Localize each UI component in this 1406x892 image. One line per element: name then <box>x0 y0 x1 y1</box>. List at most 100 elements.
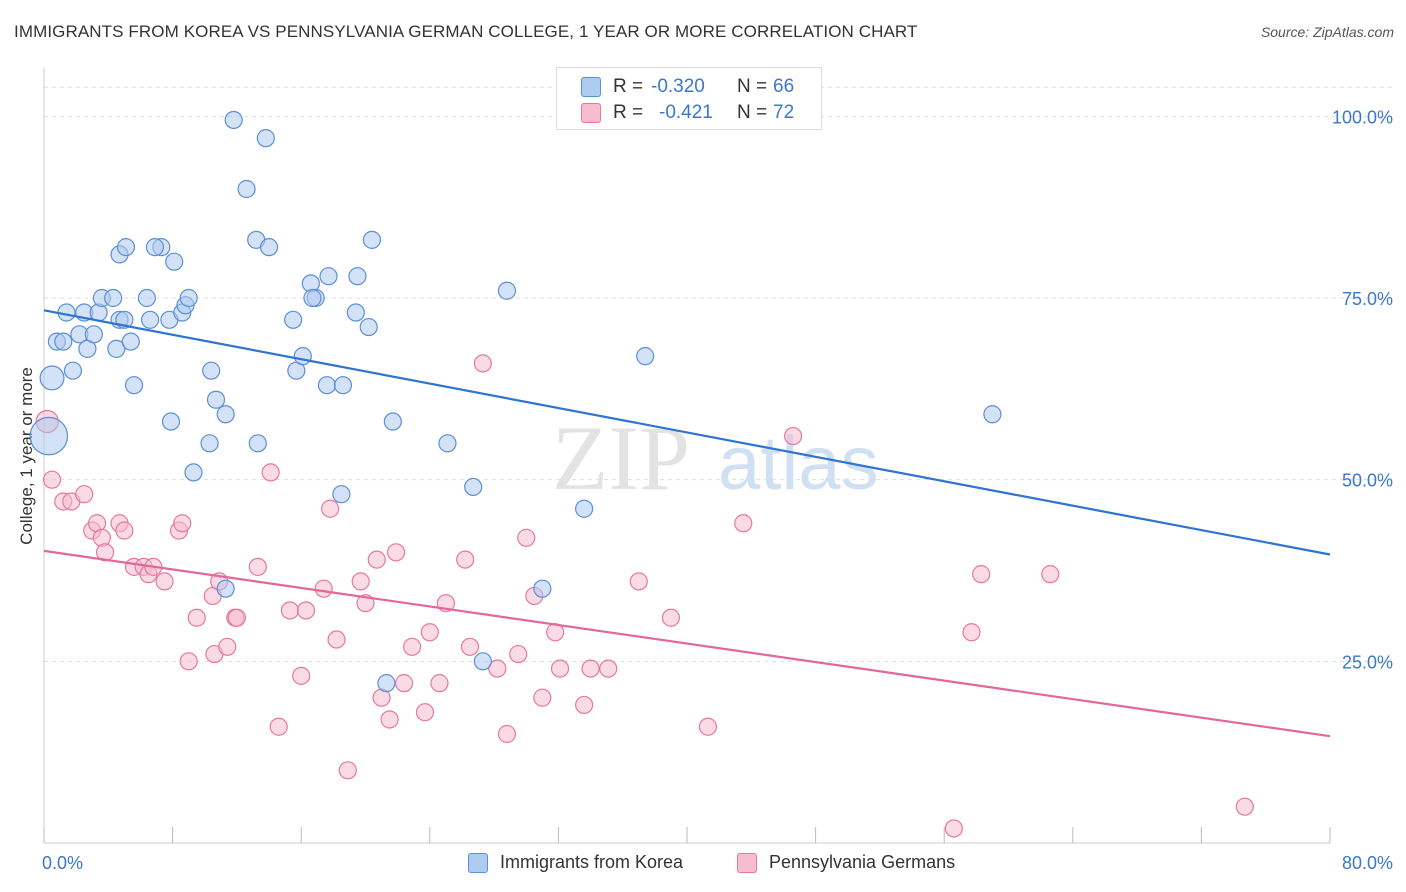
pa-german-point <box>783 426 803 446</box>
korea-point <box>179 288 198 308</box>
legend-n-value: 66 <box>773 76 795 97</box>
korea-point <box>54 332 73 351</box>
korea-point <box>348 267 367 286</box>
korea-point <box>248 434 267 453</box>
pa-german-point <box>517 528 536 547</box>
korea-point <box>256 129 275 148</box>
legend-swatch-pink <box>581 103 601 123</box>
tick-labels: 25.0% 50.0% 75.0% 100.0% 0.0% 80.0% <box>42 107 1393 873</box>
korea-point <box>497 281 517 300</box>
korea-point <box>438 434 457 453</box>
korea-point <box>184 463 203 482</box>
pa-german-point <box>280 601 300 620</box>
korea-point <box>383 412 402 431</box>
pa-german-point <box>575 695 594 715</box>
korea-point <box>224 110 243 130</box>
legend-r-label: R = <box>613 102 644 123</box>
korea-point <box>124 376 144 395</box>
pa-german-point <box>420 623 439 642</box>
korea-point <box>533 579 552 598</box>
legend-r-value: -0.421 <box>659 102 713 123</box>
source-note: Source: ZipAtlas.com <box>1260 24 1394 40</box>
korea-point <box>200 434 219 453</box>
pa-german-point <box>115 521 134 540</box>
pa-german-point <box>430 674 449 693</box>
x-tick-label: 80.0% <box>1342 853 1393 873</box>
pa-german-point <box>944 819 963 838</box>
pa-german-point <box>314 579 333 598</box>
pa-german-point <box>187 608 206 627</box>
pa-german-point <box>351 572 370 591</box>
bottom-legend-label: Immigrants from Korea <box>500 852 684 872</box>
legend-swatch-blue <box>581 77 601 97</box>
pa-german-point <box>75 485 94 504</box>
korea-point <box>473 652 492 671</box>
korea-point <box>284 310 303 329</box>
pa-german-point <box>403 637 422 656</box>
legend-r-label: R = <box>613 76 644 97</box>
pa-german-point <box>179 652 198 671</box>
pa-german-point <box>248 557 267 576</box>
pa-german-point <box>509 644 528 664</box>
bottom-legend-swatch-blue <box>468 853 488 873</box>
pa-german-point <box>218 637 237 656</box>
korea-point <box>362 230 382 249</box>
watermark-zip: ZIP <box>552 407 690 509</box>
legend-n-label: N = <box>737 102 768 123</box>
korea-point <box>983 405 1002 424</box>
korea-point <box>333 376 353 395</box>
pa-german-point <box>327 630 346 649</box>
korea-point <box>636 347 655 366</box>
pa-german-point <box>356 594 375 613</box>
korea-point <box>140 310 160 329</box>
pa-german-point <box>296 601 316 620</box>
korea-point <box>317 376 337 395</box>
korea-point <box>216 579 235 598</box>
axes <box>43 68 1331 844</box>
korea-point <box>359 317 378 337</box>
legend-r-value: -0.320 <box>651 76 705 97</box>
korea-point <box>464 477 483 497</box>
korea-point <box>216 405 235 424</box>
pa-german-point <box>533 688 552 707</box>
korea-point <box>346 303 365 322</box>
pa-german-point <box>380 710 399 729</box>
korea-point <box>107 339 126 358</box>
zipatlas-watermark: ZIP atlas <box>552 407 879 509</box>
x-tick-label: 0.0% <box>42 853 83 873</box>
korea-point <box>202 361 221 380</box>
series-pennsylvania-germans <box>35 354 1254 838</box>
y-tick-label: 50.0% <box>1342 471 1393 491</box>
pa-german-point <box>473 354 492 373</box>
pa-german-point <box>972 565 991 584</box>
bottom-legend-label: Pennsylvania Germans <box>769 852 956 872</box>
korea-point <box>104 288 123 308</box>
pa-german-point <box>488 659 507 678</box>
korea-point <box>84 325 103 344</box>
korea-point <box>116 238 136 257</box>
y-tick-label: 75.0% <box>1342 289 1393 309</box>
pa-german-point <box>155 572 174 591</box>
korea-point <box>137 288 156 308</box>
pa-german-point <box>269 717 288 736</box>
pa-german-point <box>367 550 386 569</box>
korea-point <box>121 332 140 351</box>
korea-point <box>332 485 351 504</box>
korea-point <box>575 499 594 518</box>
pa-german-point <box>734 514 753 533</box>
pa-german-point <box>581 659 600 678</box>
pa-german-point <box>173 514 192 533</box>
pa-german-point <box>95 543 115 562</box>
legend-n-value: 72 <box>773 102 795 123</box>
legend-n-label: N = <box>737 76 768 97</box>
pa-german-point <box>415 703 435 722</box>
pa-german-point <box>599 659 618 678</box>
korea-point <box>29 416 69 456</box>
bottom-legend-swatch-pink <box>737 853 757 873</box>
korea-point <box>293 347 312 366</box>
korea-point <box>165 252 184 271</box>
pa-german-point <box>227 608 246 627</box>
pa-german-point <box>292 666 311 685</box>
korea-point <box>39 365 65 391</box>
correlation-legend: R = -0.320 N = 66 R = -0.421 N = 72 <box>556 67 822 130</box>
